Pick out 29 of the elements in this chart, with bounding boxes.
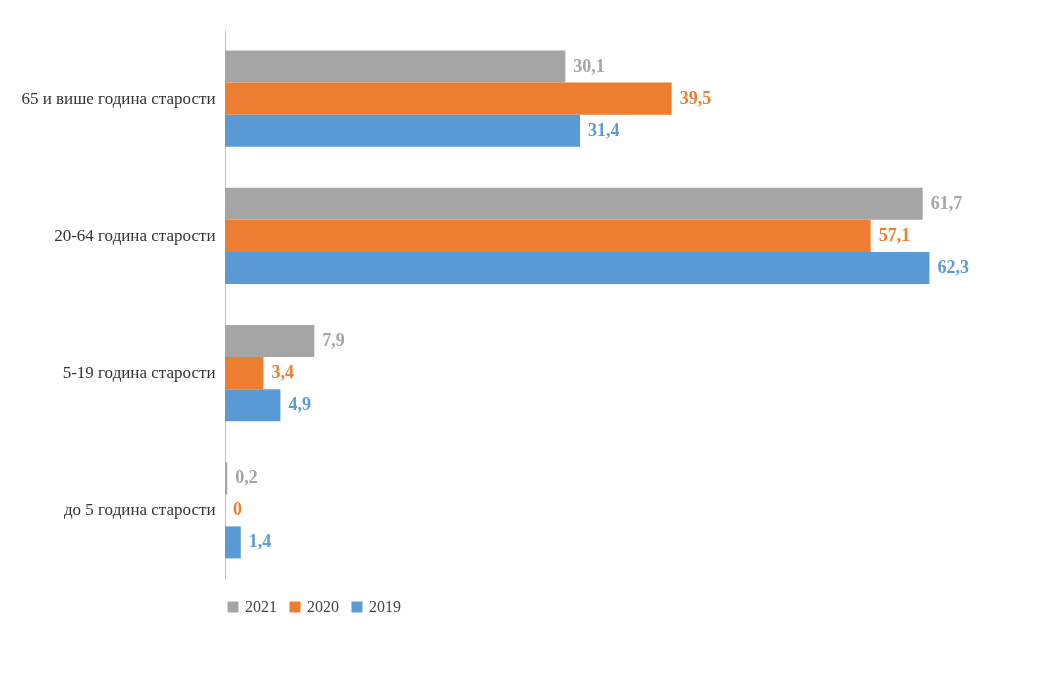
bar [225, 82, 672, 115]
y-tick-label: до 5 година старости [63, 500, 216, 520]
bar [225, 114, 581, 147]
bar [225, 526, 241, 559]
data-label: 39,5 [679, 87, 712, 108]
data-label: 30,1 [573, 55, 605, 76]
legend-label: 2019 [369, 598, 401, 615]
data-label: 31,4 [588, 119, 620, 140]
data-label: 61,7 [930, 192, 963, 213]
data-label: 4,9 [288, 394, 311, 415]
data-label: 7,9 [322, 330, 345, 351]
bar [225, 357, 264, 390]
data-label: 57,1 [878, 224, 911, 245]
data-label: 62,3 [937, 256, 969, 277]
bar [225, 325, 315, 358]
y-tick-label: 65 и више година старости [21, 88, 216, 108]
bar [225, 187, 923, 220]
bar [225, 389, 281, 422]
data-label: 0,2 [235, 467, 258, 488]
bar [225, 50, 566, 83]
data-label: 0 [233, 499, 242, 520]
legend-label: 2021 [245, 598, 277, 615]
data-label: 3,4 [271, 362, 294, 383]
data-label: 1,4 [248, 531, 272, 552]
y-tick-label: 5-19 година старости [62, 363, 216, 383]
bar [225, 251, 930, 284]
legend-label: 2020 [307, 598, 339, 615]
bar [225, 219, 871, 252]
y-tick-label: 20-64 година старости [54, 225, 216, 245]
